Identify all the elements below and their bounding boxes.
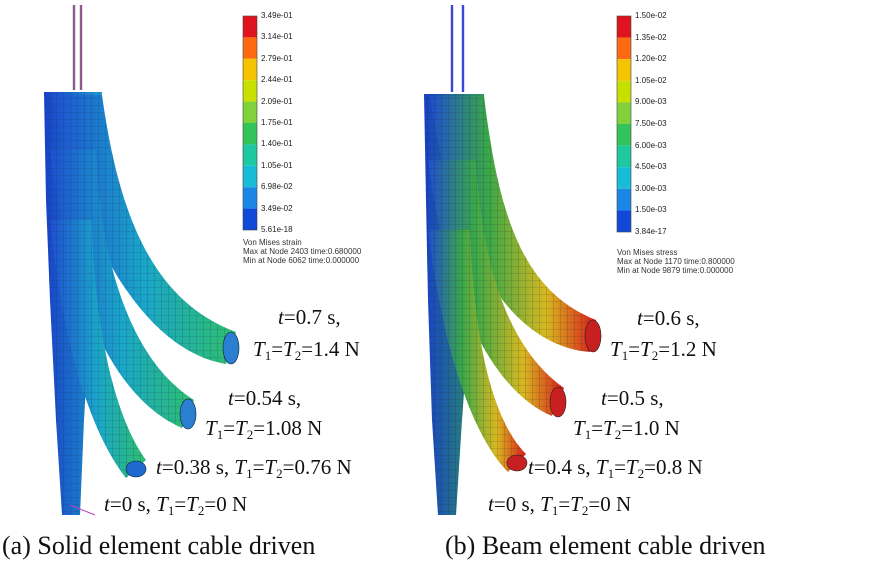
tip-a-t2 [179,398,197,430]
colorbar-tick-label: 3.14e-01 [261,32,293,42]
state-b-2-tension: T1=T2=1.0 N [573,416,680,442]
colorbar-band [617,80,631,103]
colorbar-a [242,15,258,231]
colorbar-band [617,16,631,38]
colorbar-band [243,144,257,166]
colorbar-tick-label: 4.50e-03 [635,162,667,172]
tip-b-t3 [506,454,528,472]
colorbar-band [243,101,257,123]
colorbar-tick-label: 3.84e-17 [635,227,667,236]
state-b-1-tension: T1=T2=1.2 N [610,337,717,363]
colorbar-tick-label: 1.50e-02 [635,11,667,20]
colorbar-tick-label: 1.05e-02 [635,75,667,85]
legend-b-quantity: Von Mises stress [617,248,678,257]
colorbar-band [617,37,631,60]
legend-a-max: Max at Node 2403 time:0.680000 [243,247,362,257]
state-b-1-time: t=0.6 s, [637,306,700,330]
colorbar-band [617,102,631,124]
colorbar-tick-label: 1.35e-02 [635,32,667,42]
state-a-2-time: t=0.54 s, [228,386,302,410]
legend-b-info: Von Mises stress Max at Node 1170 time:0… [617,248,735,276]
colorbar-tick-label: 7.50e-03 [635,119,667,128]
colorbar-tick-label: 2.09e-01 [261,96,293,106]
state-a-3: t=0.38 s, T1=T2=0.76 N [156,455,352,481]
caption-b: (b) Beam element cable driven [445,531,766,560]
tip-b-t1 [584,319,602,353]
panel-a-model [44,5,240,516]
colorbar-band [243,123,257,145]
state-a-1-tension: T1=T2=1.4 N [253,337,360,363]
colorbar-band [243,37,257,59]
colorbar-band [243,58,257,81]
legend-a-quantity: Von Mises strain [243,238,302,247]
tip-a-t3 [125,460,147,478]
state-b-3: t=0.4 s, T1=T2=0.8 N [528,455,703,481]
state-a-1-time: t=0.7 s, [278,305,341,329]
colorbar-tick-label: 1.05e-01 [261,160,293,170]
tip-b-t2 [549,386,567,418]
colorbar-tick-label: 1.40e-01 [261,139,293,149]
panel-b-model [424,5,602,515]
colorbar-tick-label: 3.49e-01 [261,11,293,20]
legend-b-min: Min at Node 9879 time:0.000000 [617,266,734,276]
colorbar-band [617,210,631,232]
caption-a: (a) Solid element cable driven [2,531,316,560]
state-b-2-time: t=0.5 s, [601,386,664,410]
tip-a-t1 [222,331,240,365]
state-b-4: t=0 s, T1=T2=0 N [488,492,632,518]
colorbar-tick-label: 3.49e-02 [261,203,293,213]
colorbar-tick-label: 2.79e-01 [261,53,293,63]
colorbar-tick-label: 9.00e-03 [635,97,667,107]
colorbar-tick-label: 6.00e-03 [635,140,667,150]
state-a-2-tension: T1=T2=1.08 N [205,416,323,442]
colorbar-band [617,188,631,211]
colorbar-band [617,124,631,146]
colorbar-band [243,187,257,209]
colorbar-tick-label: 1.75e-01 [261,118,293,127]
colorbar-tick-label: 3.00e-03 [635,183,667,193]
colorbar-band [617,167,631,189]
colorbar-tick-label: 6.98e-02 [261,182,293,192]
colorbar-tick-label: 1.20e-02 [635,54,667,64]
colorbar-tick-label: 2.44e-01 [261,75,293,85]
legend-a-min: Min at Node 6062 time:0.000000 [243,256,360,266]
colorbar-band [243,16,257,38]
colorbar-band [617,59,631,81]
colorbar-band [243,165,257,188]
colorbar-band [243,208,257,230]
colorbar-band [617,145,631,168]
colorbar-b [616,15,632,233]
state-a-4: t=0 s, T1=T2=0 N [104,492,248,518]
legend-a-info: Von Mises strain Max at Node 2403 time:0… [243,238,361,266]
legend-b-max: Max at Node 1170 time:0.800000 [617,257,735,267]
colorbar-tick-label: 1.50e-03 [635,205,667,215]
colorbar-band [243,80,257,102]
colorbar-tick-label: 5.61e-18 [261,225,293,234]
